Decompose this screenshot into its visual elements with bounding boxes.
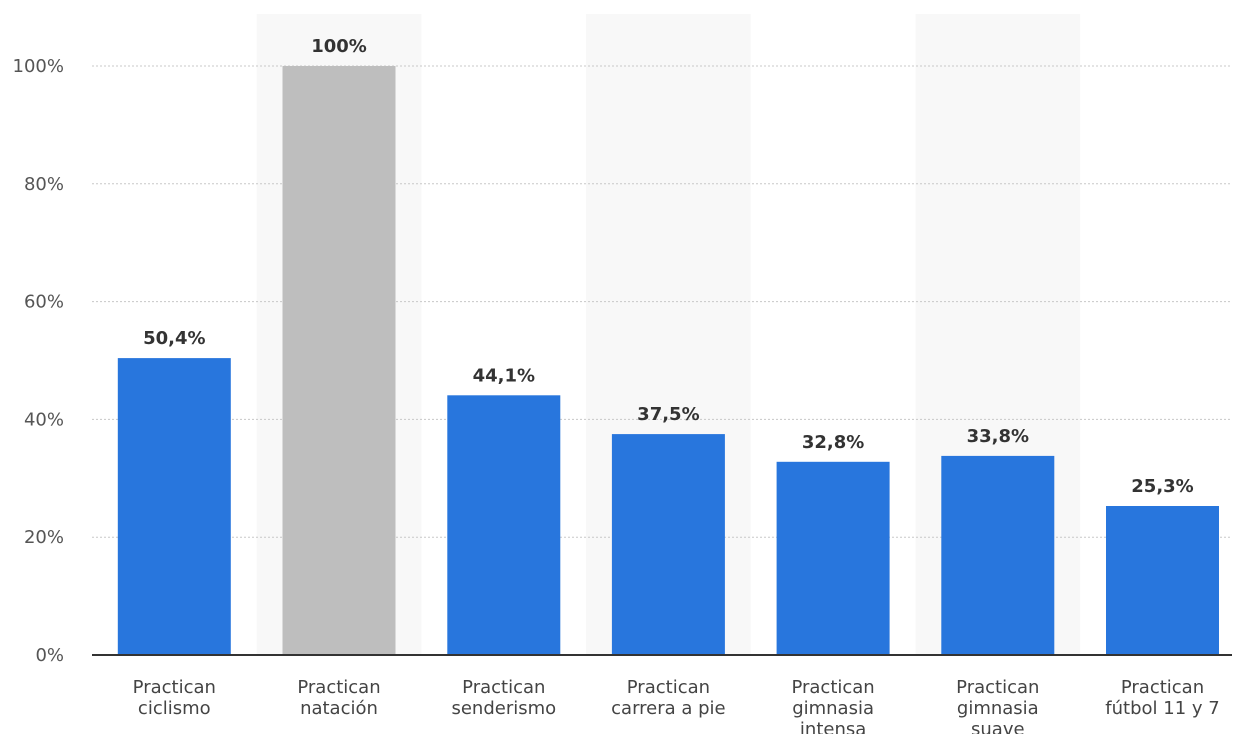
data-label: 33,8%: [967, 426, 1029, 447]
category-label-line: Practican: [791, 677, 874, 698]
bar: [776, 461, 890, 655]
data-label: 50,4%: [143, 328, 205, 349]
category-label-line: Practican: [462, 677, 545, 698]
category-label-line: Practican: [956, 677, 1039, 698]
data-labels: 50,4% 100% 44,1% 37,5% 32,8% 33,8% 25,3%: [143, 36, 1194, 497]
bar: [611, 434, 725, 655]
category-label: Practican natación: [297, 677, 380, 719]
category-label-line: suave: [971, 719, 1025, 734]
bars: [117, 66, 1219, 655]
category-label-line: Practican: [627, 677, 710, 698]
category-label: Practican gimnasia intensa: [791, 677, 874, 734]
y-tick-label: 20%: [24, 527, 64, 548]
bar: [447, 395, 561, 655]
category-label-line: intensa: [800, 719, 866, 734]
bar: [117, 358, 231, 655]
bar: [282, 66, 396, 655]
y-tick-label: 60%: [24, 292, 64, 313]
category-label-line: senderismo: [451, 698, 556, 719]
category-label: Practican carrera a pie: [611, 677, 726, 719]
category-label: Practican fútbol 11 y 7: [1105, 677, 1219, 719]
data-label: 44,1%: [473, 365, 535, 386]
category-label: Practican senderismo: [451, 677, 556, 719]
category-label-line: Practican: [297, 677, 380, 698]
y-tick-label: 80%: [24, 174, 64, 195]
category-label: Practican gimnasia suave: [956, 677, 1039, 734]
y-axis-tick-labels: 0% 20% 40% 60% 80% 100%: [13, 56, 64, 666]
category-label-line: Practican: [1121, 677, 1204, 698]
bar: [941, 455, 1055, 655]
category-label: Practican ciclismo: [133, 677, 216, 719]
y-tick-label: 100%: [13, 56, 64, 77]
bar: [1106, 506, 1219, 655]
data-label: 25,3%: [1131, 476, 1193, 497]
data-label: 100%: [311, 36, 367, 57]
category-label-line: ciclismo: [138, 698, 211, 719]
category-label-line: gimnasia: [792, 698, 874, 719]
category-label-line: natación: [300, 698, 378, 719]
data-label: 37,5%: [637, 404, 699, 425]
y-tick-label: 40%: [24, 409, 64, 430]
category-label-line: gimnasia: [957, 698, 1039, 719]
category-label-line: Practican: [133, 677, 216, 698]
category-label-line: fútbol 11 y 7: [1105, 698, 1219, 719]
y-tick-label: 0%: [35, 645, 64, 666]
data-label: 32,8%: [802, 432, 864, 453]
category-label-line: carrera a pie: [611, 698, 726, 719]
